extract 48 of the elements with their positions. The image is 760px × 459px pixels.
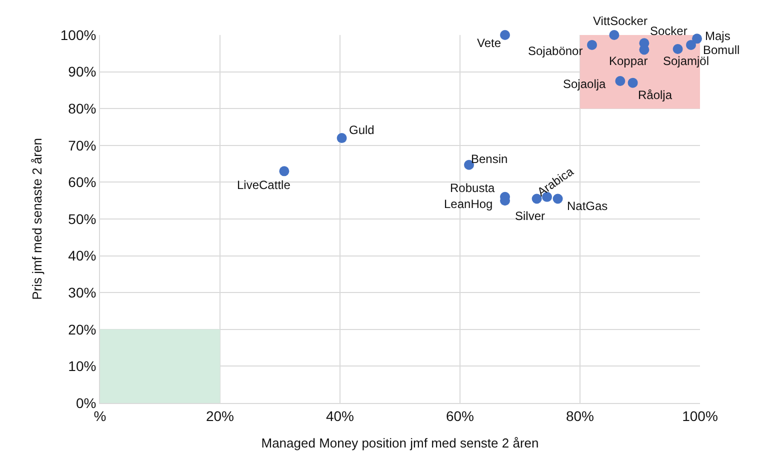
annotation: Bensin (471, 152, 508, 166)
point (336, 133, 347, 144)
point (464, 160, 474, 170)
y-tick-label: 20% (68, 321, 96, 338)
point (587, 40, 597, 50)
y-tick-label: 70% (68, 137, 96, 154)
y-tick-label: 40% (68, 248, 96, 264)
x-tick-label: 100% (682, 408, 718, 424)
y-tick-label: 60% (68, 174, 96, 190)
point (279, 166, 290, 176)
annotation: Sojaolja (563, 77, 606, 91)
annotation: Socker (650, 24, 688, 38)
point (615, 76, 626, 86)
annotation: Sojamjöl (663, 54, 710, 68)
y-tick-label: 10% (68, 358, 96, 374)
point (672, 44, 683, 54)
y-tick-label: 100% (60, 26, 96, 43)
x-axis-title: Managed Money position jmf med senste 2 åren (261, 435, 539, 450)
point (686, 40, 696, 50)
point (628, 78, 638, 88)
y-axis-title: Pris jmf med senaste 2 åren (29, 138, 44, 300)
point (609, 30, 620, 40)
y-tick-label: 30% (68, 284, 96, 300)
y-tick-label: 0% (76, 394, 96, 411)
x-tick-label: 20% (206, 408, 234, 424)
point (639, 44, 650, 55)
x-tick-label: 80% (566, 408, 594, 424)
x-tick-label: 60% (446, 408, 474, 424)
y-tick-label: 50% (68, 210, 96, 227)
annotation: LiveCattle (237, 178, 291, 192)
y-tick-label: 80% (68, 100, 96, 116)
annotation: Vete (477, 36, 502, 50)
annotation: Majs (705, 29, 730, 43)
annotation: VittSocker (593, 14, 648, 28)
annotation: LeanHog (444, 197, 493, 211)
annotation: Råolja (638, 88, 672, 102)
annotation: Guld (349, 123, 374, 137)
point (692, 34, 702, 44)
annotation: Bomull (703, 43, 740, 57)
annotation: Silver (515, 209, 546, 223)
x-tick-label: 40% (326, 408, 354, 424)
annotation: NatGas (567, 199, 608, 213)
y-tick-label: 90% (68, 64, 96, 80)
point (500, 30, 510, 40)
annotation: Koppar (609, 54, 648, 68)
x-tick-label: % (94, 408, 106, 424)
annotation: Robusta (450, 181, 496, 195)
annotation: Sojabönor (528, 44, 583, 58)
